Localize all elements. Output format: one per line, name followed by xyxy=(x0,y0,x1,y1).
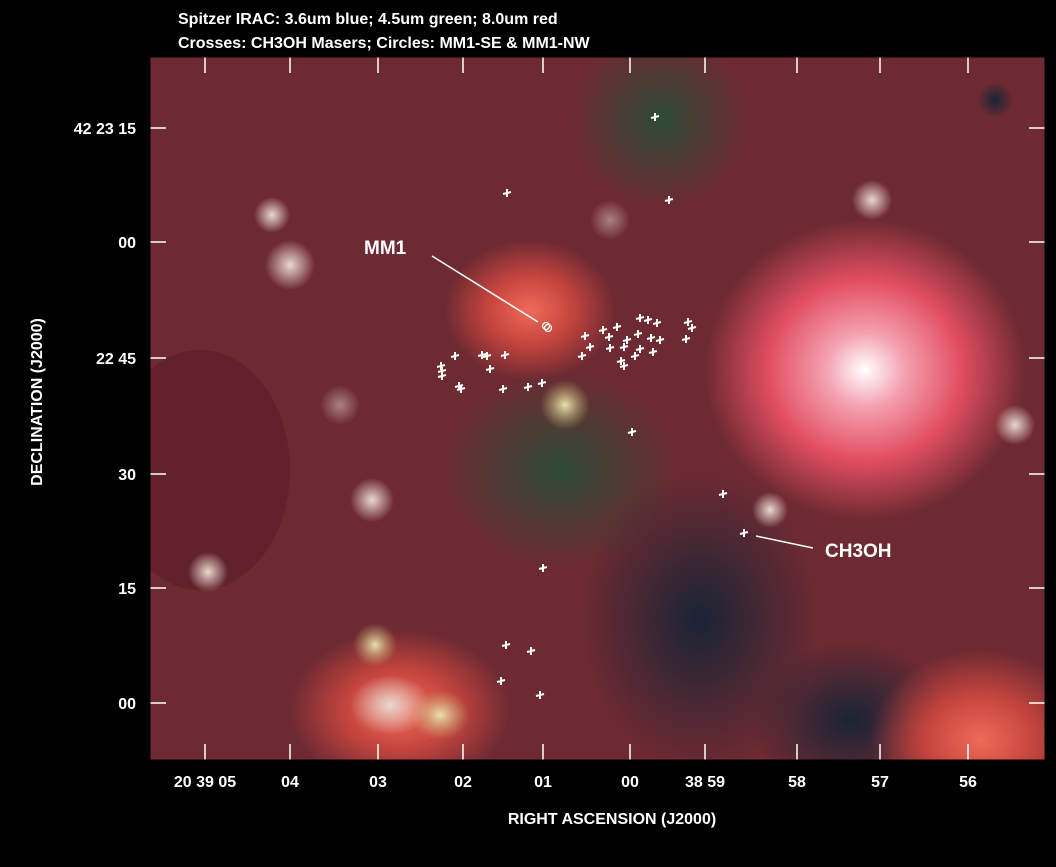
x-tick-label: 20 39 05 xyxy=(174,774,236,791)
x-tick-label: 04 xyxy=(281,774,299,791)
x-tick-label: 00 xyxy=(621,774,639,791)
x-tick-label: 58 xyxy=(788,774,806,791)
ch3oh-pointer xyxy=(755,535,814,549)
x-tick-label: 56 xyxy=(959,774,977,791)
mm1-pointer xyxy=(431,255,539,323)
title-line: Spitzer IRAC: 3.6um blue; 4.5um green; 8… xyxy=(178,11,558,28)
x-tick-label: 01 xyxy=(534,774,552,791)
y-tick-label: 15 xyxy=(118,581,136,598)
annotation: CH3OH xyxy=(825,541,892,562)
x-axis-label: RIGHT ASCENSION (J2000) xyxy=(508,811,716,828)
y-tick-label: 00 xyxy=(118,696,136,713)
title-line: Crosses: CH3OH Masers; Circles: MM1-SE &… xyxy=(178,35,591,52)
x-tick-label: 38 59 xyxy=(685,774,725,791)
y-tick-label: 22 45 xyxy=(96,351,136,368)
tick-marks xyxy=(150,57,1045,760)
mm1-circles xyxy=(541,321,553,333)
x-tick-label: 57 xyxy=(871,774,889,791)
plot-frame xyxy=(149,56,1046,761)
y-axis-label: DECLINATION (J2000) xyxy=(29,318,46,486)
y-tick-label: 42 23 15 xyxy=(74,121,136,138)
x-tick-label: 02 xyxy=(454,774,472,791)
annotation: MM1 xyxy=(364,238,407,259)
x-tick-label: 03 xyxy=(369,774,387,791)
y-tick-label: 30 xyxy=(118,467,136,484)
y-tick-label: 00 xyxy=(118,235,136,252)
maser-crosses xyxy=(436,113,749,699)
sky-image xyxy=(150,57,1045,760)
